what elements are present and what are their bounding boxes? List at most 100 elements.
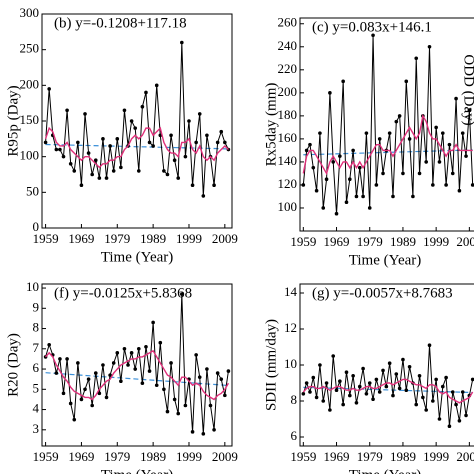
data-point bbox=[467, 108, 472, 112]
data-point bbox=[371, 33, 375, 38]
data-point bbox=[437, 417, 442, 421]
x-tick-label: 1979 bbox=[104, 231, 130, 246]
data-point bbox=[154, 383, 159, 388]
x-tick-label: 1969 bbox=[324, 449, 350, 464]
chart-title: (c) y=0.083x+146.1 bbox=[312, 19, 432, 35]
data-point bbox=[364, 131, 369, 135]
data-point bbox=[151, 320, 155, 325]
data-point bbox=[79, 183, 84, 187]
moving-average-line bbox=[45, 349, 230, 401]
data-point bbox=[172, 397, 177, 402]
moving-average-line bbox=[302, 378, 474, 404]
y-tick-label: 10 bbox=[26, 279, 39, 294]
data-point bbox=[169, 133, 173, 138]
data-point bbox=[384, 384, 389, 389]
data-point bbox=[364, 392, 369, 396]
data-point bbox=[401, 357, 405, 362]
data-point bbox=[314, 395, 319, 400]
data-point bbox=[86, 377, 91, 381]
data-point bbox=[404, 388, 409, 393]
data-point bbox=[136, 347, 141, 351]
data-point bbox=[65, 357, 69, 361]
data-point bbox=[450, 171, 455, 176]
data-point bbox=[147, 369, 152, 373]
data-point bbox=[304, 148, 309, 153]
data-point bbox=[414, 56, 419, 61]
x-tick-label: 1989 bbox=[140, 449, 166, 464]
y-tick-label: 9 bbox=[33, 299, 40, 314]
y-tick-label: 200 bbox=[278, 84, 298, 99]
x-axis-label: Time (Year) bbox=[101, 249, 174, 265]
data-point bbox=[201, 432, 206, 436]
data-point bbox=[65, 108, 69, 113]
y-tick-label: 0 bbox=[33, 219, 40, 234]
data-point bbox=[301, 392, 306, 396]
data-point bbox=[397, 386, 402, 391]
data-point bbox=[424, 160, 428, 164]
x-tick-label: 1999 bbox=[423, 449, 449, 464]
data-point bbox=[414, 402, 419, 407]
y-tick-label: 8 bbox=[33, 320, 40, 335]
data-point bbox=[205, 133, 209, 138]
data-point bbox=[79, 397, 84, 402]
data-point bbox=[454, 96, 458, 101]
data-point bbox=[76, 140, 80, 145]
data-point bbox=[331, 160, 336, 164]
data-point bbox=[318, 363, 322, 367]
x-axis-label: Time (Year) bbox=[349, 252, 422, 268]
data-point bbox=[431, 183, 435, 187]
data-point bbox=[437, 160, 442, 164]
data-point bbox=[450, 390, 455, 394]
y-tick-label: 7 bbox=[33, 340, 40, 355]
data-point bbox=[328, 408, 332, 412]
y-tick-label: 180 bbox=[278, 107, 298, 122]
clipped-label: ODD (Day) bbox=[461, 54, 474, 125]
data-point bbox=[361, 194, 365, 199]
data-point bbox=[223, 140, 227, 145]
x-tick-label: 1959 bbox=[290, 234, 316, 249]
data-point bbox=[165, 409, 170, 414]
x-tick-label: 1959 bbox=[33, 449, 59, 464]
data-point bbox=[76, 361, 80, 365]
data-point bbox=[83, 112, 87, 116]
data-point bbox=[301, 183, 306, 187]
data-point bbox=[183, 154, 188, 159]
y-axis-label: R20 (Day) bbox=[5, 333, 21, 397]
data-point bbox=[162, 387, 166, 392]
y-tick-label: 160 bbox=[278, 130, 298, 145]
data-point bbox=[374, 183, 379, 187]
data-point bbox=[401, 171, 405, 176]
data-point bbox=[387, 131, 392, 135]
data-point bbox=[387, 361, 392, 366]
y-tick-label: 300 bbox=[20, 5, 40, 20]
data-point bbox=[440, 384, 445, 389]
y-tick-label: 5 bbox=[33, 380, 40, 395]
x-tick-label: 1989 bbox=[390, 234, 416, 249]
data-point bbox=[357, 165, 362, 170]
data-point bbox=[58, 357, 62, 361]
y-tick-label: 6 bbox=[291, 428, 298, 443]
data-point bbox=[308, 390, 312, 394]
data-point bbox=[424, 408, 428, 412]
data-point bbox=[101, 137, 105, 141]
data-point bbox=[68, 401, 73, 406]
data-point bbox=[219, 129, 224, 134]
data-point bbox=[97, 391, 102, 396]
data-point bbox=[304, 381, 309, 385]
y-tick-label: 260 bbox=[278, 15, 298, 30]
y-tick-label: 14 bbox=[284, 284, 298, 299]
y-tick-label: 150 bbox=[20, 112, 40, 127]
data-point bbox=[348, 177, 352, 181]
data-point bbox=[197, 375, 202, 379]
data-point bbox=[470, 183, 474, 187]
data-point bbox=[371, 397, 375, 402]
data-point bbox=[47, 342, 51, 347]
data-point bbox=[194, 140, 198, 145]
y-axis-label: R95p (Day) bbox=[5, 85, 21, 156]
data-point bbox=[104, 176, 109, 180]
x-tick-label: 1979 bbox=[357, 234, 383, 249]
data-point bbox=[417, 374, 422, 378]
data-point bbox=[86, 151, 91, 155]
data-point bbox=[61, 154, 66, 159]
x-tick-label: 1969 bbox=[68, 449, 94, 464]
